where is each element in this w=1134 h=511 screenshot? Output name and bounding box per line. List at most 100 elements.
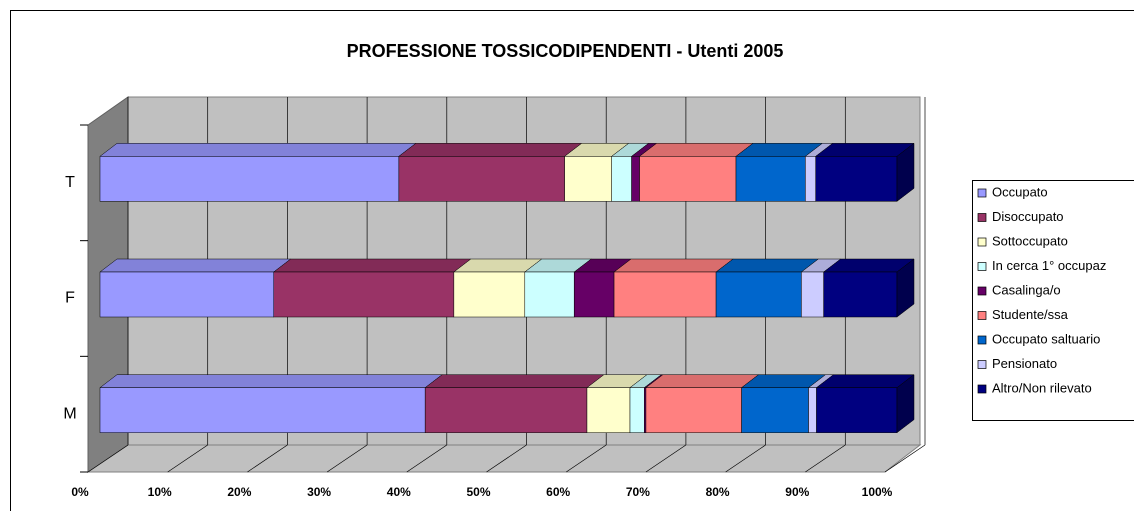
legend-swatch [977, 262, 987, 271]
legend-label: Occupato saltuario [992, 331, 1100, 346]
bar-front [424, 387, 588, 433]
x-tick-label: 0% [71, 485, 89, 499]
bar [524, 258, 592, 318]
floor-grid-line [247, 444, 288, 473]
bar-front [99, 271, 274, 318]
legend-swatch [977, 213, 987, 222]
bar [99, 374, 443, 433]
y-tick-label: F [65, 290, 75, 307]
bar [613, 258, 734, 318]
x-tick-label: 10% [148, 485, 172, 499]
x-tick-label: 20% [227, 485, 251, 499]
floor-grid-line [406, 444, 447, 473]
x-tick-label: 60% [546, 485, 570, 499]
bar [563, 143, 630, 202]
bar [800, 258, 842, 318]
y-tick-label: T [65, 174, 75, 191]
legend-swatch [977, 360, 987, 369]
legend-swatch [977, 286, 987, 296]
legend-label: Altro/Non rilevato [992, 380, 1092, 395]
bar-front [631, 156, 640, 202]
floor [86, 444, 922, 473]
bar-front [564, 156, 612, 202]
bar-front [629, 387, 645, 433]
bar-front [453, 271, 526, 318]
x-tick-label: 70% [626, 485, 650, 499]
floor-grid-line [326, 444, 368, 473]
bar-front [611, 156, 632, 202]
bar-front [613, 271, 717, 318]
bar-front [639, 156, 737, 202]
bar [99, 258, 292, 318]
bar-top [424, 374, 605, 388]
bar-top [645, 374, 760, 388]
floor-grid-line [884, 444, 926, 473]
bar-top [99, 143, 417, 157]
legend-label: In cerca 1° occupaz [992, 258, 1106, 273]
bar-top [638, 143, 754, 157]
bar [610, 143, 650, 202]
bar [573, 258, 632, 318]
bar-front [586, 387, 631, 433]
bar-top [99, 258, 292, 273]
bar [99, 143, 417, 202]
bar-top [273, 258, 472, 273]
bar-front [715, 271, 802, 318]
bar [715, 258, 820, 318]
floor-grid-line [566, 444, 607, 473]
legend-label: Sottoccupato [992, 233, 1068, 248]
legend-swatch [977, 237, 987, 247]
bar-side [896, 258, 915, 318]
bar [740, 374, 827, 433]
bar-front [735, 156, 806, 202]
x-tick-label: 80% [706, 485, 730, 499]
bar-top [613, 258, 734, 273]
x-tick-label: 30% [307, 485, 331, 499]
legend-label: Occupato [992, 184, 1048, 199]
floor-grid-line [486, 444, 527, 473]
floor-grid-line [645, 444, 687, 473]
floor-grid-line [805, 444, 846, 473]
bar-front [573, 271, 615, 318]
bar [815, 374, 915, 434]
legend-swatch [977, 335, 987, 345]
bar-top [99, 374, 443, 388]
legend [972, 180, 1134, 421]
bar [273, 258, 472, 318]
bar-side [896, 374, 915, 434]
bar-front [808, 387, 817, 433]
bar [398, 143, 583, 202]
x-tick-label: 90% [785, 485, 809, 499]
legend-label: Disoccupato [992, 209, 1064, 224]
legend-label: Pensionato [992, 356, 1057, 371]
x-tick-label: 40% [387, 485, 411, 499]
bar-front [823, 271, 898, 318]
bar-front [741, 387, 809, 433]
bar-front [805, 156, 816, 202]
bar-top [715, 258, 820, 273]
bar [822, 258, 915, 318]
bar-front [801, 271, 824, 318]
bar [629, 374, 663, 433]
bar [645, 374, 760, 433]
legend-label: Casalinga/o [992, 282, 1061, 297]
floor-grid-line [87, 444, 129, 473]
chart-title: PROFESSIONE TOSSICODIPENDENTI - Utenti 2… [347, 41, 784, 61]
x-tick-label: 50% [466, 485, 490, 499]
floor-grid-line [167, 444, 208, 473]
legend-swatch [977, 311, 987, 320]
bar-front [398, 156, 565, 202]
bar-front [815, 156, 898, 202]
bar-front [524, 271, 575, 318]
bar-front [816, 387, 898, 433]
bar [424, 374, 605, 433]
bar [453, 258, 543, 318]
y-tick-label: M [63, 405, 76, 422]
x-tick-label: 100% [862, 485, 893, 499]
bar [586, 374, 648, 433]
bar [814, 142, 915, 202]
legend-swatch [977, 384, 987, 394]
legend-swatch [977, 188, 987, 198]
bar-front [99, 156, 400, 202]
